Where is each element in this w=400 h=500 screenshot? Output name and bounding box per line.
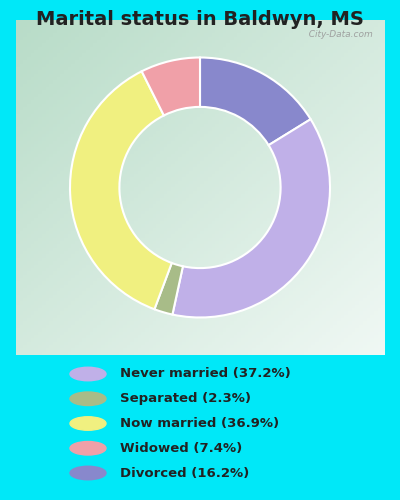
Circle shape: [70, 442, 106, 455]
Wedge shape: [172, 119, 330, 318]
Text: Marital status in Baldwyn, MS: Marital status in Baldwyn, MS: [36, 10, 364, 29]
Wedge shape: [200, 58, 311, 145]
Text: Now married (36.9%): Now married (36.9%): [120, 417, 279, 430]
Text: Widowed (7.4%): Widowed (7.4%): [120, 442, 242, 455]
Text: Never married (37.2%): Never married (37.2%): [120, 368, 291, 380]
Text: Divorced (16.2%): Divorced (16.2%): [120, 466, 249, 479]
Circle shape: [70, 392, 106, 406]
Circle shape: [70, 367, 106, 381]
Text: City-Data.com: City-Data.com: [303, 30, 373, 39]
Circle shape: [70, 466, 106, 480]
Text: Separated (2.3%): Separated (2.3%): [120, 392, 251, 405]
Wedge shape: [154, 263, 183, 314]
Circle shape: [70, 417, 106, 430]
Wedge shape: [70, 72, 172, 310]
Wedge shape: [142, 58, 200, 116]
